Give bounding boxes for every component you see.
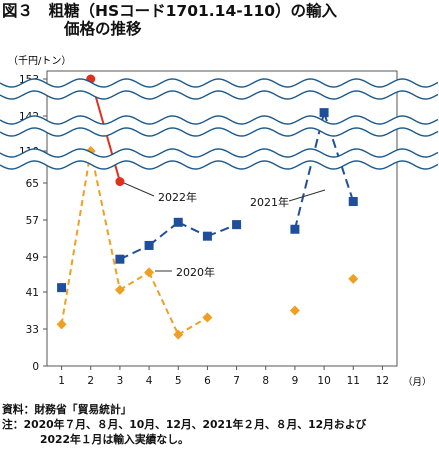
series-leader-line: [288, 189, 326, 202]
chart-axes: （千円/トン） （月） 0334149576511014215312345678…: [8, 55, 432, 388]
y-unit-label: （千円/トン）: [8, 55, 71, 67]
series-line-segment: [119, 271, 150, 291]
axis-break-line: [0, 127, 439, 137]
chart-title-line1: 図３ 粗糖（HSコード1701.14-110）の輸入: [2, 2, 338, 20]
series-line-segment: [293, 112, 326, 230]
data-point-2021: [290, 224, 300, 234]
x-tick-label: 9: [292, 375, 299, 387]
axis-break-band: [0, 116, 439, 136]
series-leader-line: [123, 182, 155, 197]
data-point-2020: [56, 319, 67, 330]
series-line-segment: [177, 221, 208, 238]
chart-notes: 資料：財務省「貿易統計」 注：2020年７月、８月、10月、12月、2021年２…: [2, 402, 438, 447]
series-line-segment: [89, 150, 121, 291]
series-label: 2022年: [158, 190, 197, 204]
series-label: 2020年: [176, 265, 215, 279]
plot-area: [46, 70, 398, 367]
series-markers: [56, 74, 359, 340]
data-point-2021: [202, 231, 212, 241]
x-tick-label: 6: [204, 375, 211, 387]
chart-title: 図３ 粗糖（HSコード1701.14-110）の輸入 価格の推移: [2, 2, 438, 38]
data-point-2021: [173, 217, 183, 227]
data-point-2020: [348, 273, 359, 284]
chart-plot: （千円/トン） （月） 0334149576511014215312345678…: [0, 55, 439, 388]
x-tick-label: 8: [262, 375, 269, 387]
data-point-2020: [173, 329, 184, 340]
y-tick-label: 0: [32, 361, 39, 373]
axis-break-line: [0, 160, 439, 170]
data-point-2021: [319, 108, 329, 118]
series-line-segment: [148, 271, 180, 336]
axis-break-band: [0, 79, 439, 99]
series-labels: 2020年 2021年 2022年: [123, 182, 326, 279]
y-tick-label: 57: [26, 215, 39, 227]
series-line-segment: [177, 316, 208, 336]
x-tick-label: 1: [58, 375, 65, 387]
data-point-2020: [289, 305, 300, 316]
x-tick-label: 2: [87, 375, 94, 387]
x-tick-label: 5: [175, 375, 182, 387]
data-point-2021: [144, 240, 154, 250]
series-line-segment: [148, 221, 179, 247]
axis-break-line: [0, 78, 439, 88]
data-point-2020: [114, 284, 125, 295]
x-tick-label: 7: [233, 375, 240, 387]
x-tick-label: 3: [117, 375, 124, 387]
y-tick-label: 33: [26, 324, 39, 336]
x-tick-label: 12: [376, 375, 389, 387]
series-line-segment: [207, 223, 237, 238]
series-line-segment: [60, 150, 92, 325]
axis-break-line: [0, 115, 439, 125]
data-point-2020: [202, 312, 213, 323]
series-label: 2021年: [250, 195, 289, 209]
y-tick-label: 49: [26, 252, 39, 264]
note-line1: 注：2020年７月、８月、10月、12月、2021年２月、８月、12月および: [2, 418, 367, 431]
data-point-2021: [57, 283, 67, 293]
chart-title-line2: 価格の推移: [64, 20, 142, 38]
data-point-2021: [348, 197, 358, 206]
data-point-2021: [115, 254, 125, 264]
y-tick-label: 41: [26, 287, 39, 299]
x-tick-label: 10: [317, 375, 330, 387]
source-note: 資料：財務省「貿易統計」: [2, 403, 132, 416]
x-unit-label: （月）: [403, 376, 432, 388]
note-line2: 2022年１月は輸入実績なし。: [40, 433, 189, 446]
x-tick-label: 4: [146, 375, 153, 387]
series-line-segment: [119, 244, 150, 261]
data-point-2022: [115, 177, 125, 187]
axis-break-band: [0, 149, 439, 169]
y-tick-label: 65: [26, 178, 39, 190]
axis-break-line: [0, 148, 439, 158]
axis-break-line: [0, 90, 439, 100]
x-tick-label: 11: [347, 375, 360, 387]
data-point-2021: [232, 220, 242, 230]
axis-breaks: [0, 78, 439, 170]
data-point-2020: [144, 267, 155, 278]
